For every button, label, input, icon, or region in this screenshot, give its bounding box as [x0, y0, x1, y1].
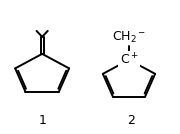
Text: CH$_2$$^-$: CH$_2$$^-$: [112, 30, 146, 45]
Text: C$^+$: C$^+$: [120, 52, 138, 67]
Text: 1: 1: [38, 114, 46, 127]
Text: 2: 2: [127, 114, 135, 127]
